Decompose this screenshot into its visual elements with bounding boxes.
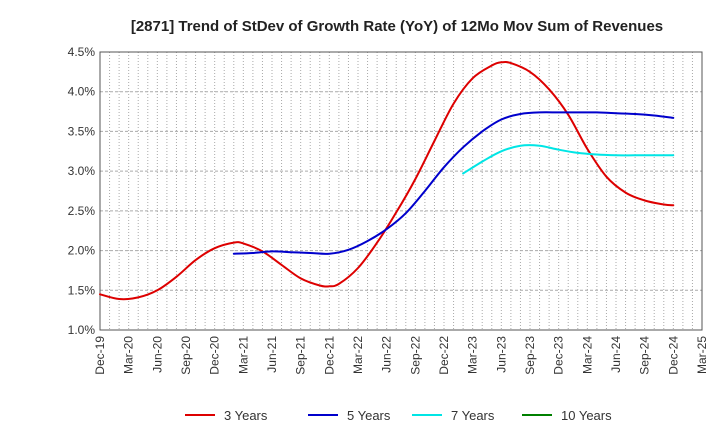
x-tick-label: Dec-22 xyxy=(437,336,451,375)
x-tick-label: Mar-21 xyxy=(236,336,250,374)
legend-label-10-years: 10 Years xyxy=(561,408,612,423)
x-tick-label: Mar-23 xyxy=(466,336,480,374)
y-tick-label: 3.0% xyxy=(68,164,96,178)
x-tick-label: Jun-20 xyxy=(150,336,164,373)
y-axis-tick-labels: 1.0% 1.5% 2.0% 2.5% 3.0% 3.5% 4.0% 4.5% xyxy=(68,45,96,337)
x-tick-label: Mar-22 xyxy=(351,336,365,374)
series-line-5-years xyxy=(232,111,675,255)
x-tick-label: Dec-23 xyxy=(552,336,566,375)
x-tick-label: Mar-20 xyxy=(122,336,136,374)
plot-frame xyxy=(99,51,703,331)
x-tick-label: Sep-22 xyxy=(408,336,422,375)
y-tick-label: 4.5% xyxy=(68,45,96,59)
x-tick-label: Mar-24 xyxy=(580,336,594,374)
x-tick-label: Jun-24 xyxy=(609,336,623,373)
x-tick-label: Jun-22 xyxy=(380,336,394,373)
x-tick-label: Dec-19 xyxy=(93,336,107,375)
x-tick-label: Sep-23 xyxy=(523,336,537,375)
y-tick-label: 2.5% xyxy=(68,204,96,218)
legend-label-7-years: 7 Years xyxy=(451,408,495,423)
x-tick-label: Dec-24 xyxy=(666,336,680,375)
y-tick-label: 1.5% xyxy=(68,283,96,297)
x-tick-label: Dec-21 xyxy=(322,336,336,375)
chart-title: [2871] Trend of StDev of Growth Rate (Yo… xyxy=(131,18,663,35)
plot-background xyxy=(100,52,702,330)
x-tick-label: Jun-23 xyxy=(494,336,508,373)
legend-label-5-years: 5 Years xyxy=(347,408,391,423)
y-tick-label: 2.0% xyxy=(68,244,96,258)
x-tick-label: Jun-21 xyxy=(265,336,279,373)
x-axis-tick-labels: Dec-19 Mar-20 Jun-20 Sep-20 Dec-20 Mar-21 Jun-… xyxy=(93,336,709,375)
gridlines xyxy=(100,52,702,330)
y-tick-label: 4.0% xyxy=(68,85,96,99)
x-tick-label: Mar-25 xyxy=(695,336,709,374)
legend-label-3-years: 3 Years xyxy=(224,408,268,423)
x-tick-label: Dec-20 xyxy=(208,336,222,375)
y-tick-label: 3.5% xyxy=(68,124,96,138)
x-tick-label: Sep-21 xyxy=(294,336,308,375)
x-tick-label: Sep-20 xyxy=(179,336,193,375)
series-line-7-years xyxy=(462,144,675,175)
series-lines xyxy=(99,60,675,301)
legend: 3 Years 5 Years 7 Years 10 Years xyxy=(185,408,612,423)
y-tick-label: 1.0% xyxy=(68,323,96,337)
x-tick-label: Sep-24 xyxy=(638,336,652,375)
